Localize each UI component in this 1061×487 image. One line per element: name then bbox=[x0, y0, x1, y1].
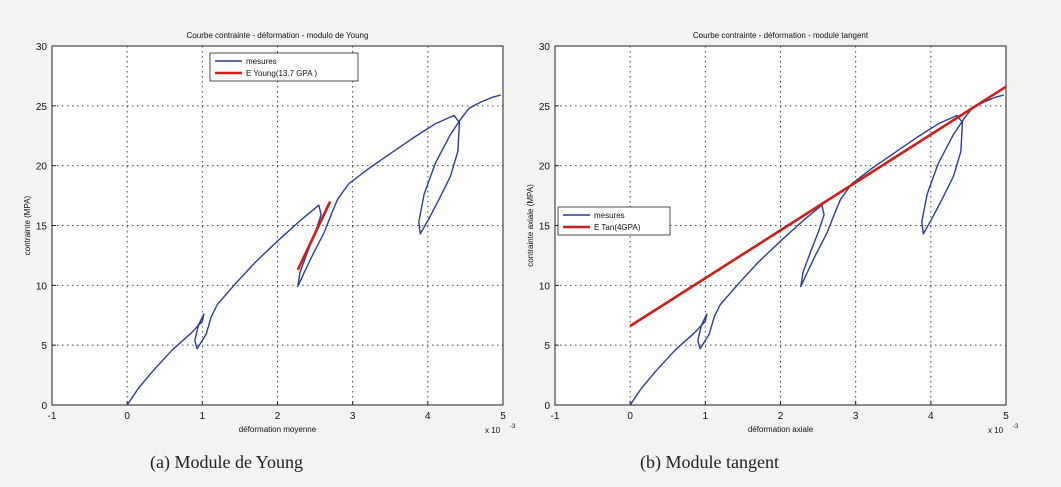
y-tick-label: 25 bbox=[539, 102, 551, 113]
y-axis-label: contrainte axiale (MPA) bbox=[526, 184, 535, 267]
x-multiplier-exponent: -3 bbox=[1013, 424, 1019, 430]
y-tick-label: 0 bbox=[544, 401, 550, 412]
legend-label: E Tan(4GPA) bbox=[594, 223, 641, 232]
x-tick-label: 4 bbox=[928, 411, 934, 422]
y-tick-label: 5 bbox=[41, 341, 47, 352]
y-tick-label: 0 bbox=[41, 401, 47, 412]
y-tick-label: 10 bbox=[36, 281, 48, 292]
x-tick-label: 3 bbox=[350, 411, 356, 422]
caption-young: (a) Module de Young bbox=[150, 452, 303, 472]
chart-panel-young: -1 0 1 2 3 4 5 0 5 10 15 20 25 30 Courbe contrainte - … bbox=[0, 0, 530, 487]
chart-title: Courbe contrainte - déformation - module… bbox=[693, 31, 869, 40]
x-axis-label: déformation axiale bbox=[748, 425, 814, 434]
x-axis-label: déformation moyenne bbox=[239, 425, 317, 434]
x-tick-label: 4 bbox=[425, 411, 431, 422]
x-tick-label: 2 bbox=[778, 411, 784, 422]
x-tick-label: 0 bbox=[627, 411, 633, 422]
x-tick-label: 0 bbox=[124, 411, 130, 422]
y-axis-label: contrainte (MPA) bbox=[23, 195, 32, 255]
x-tick-label: 5 bbox=[1003, 411, 1009, 422]
legend: mesures E Young(13.7 GPA ) bbox=[209, 52, 359, 82]
y-tick-label: 15 bbox=[36, 222, 48, 233]
y-tick-label: 30 bbox=[36, 42, 48, 53]
x-tick-label: 5 bbox=[500, 411, 506, 422]
legend-label: E Young(13.7 GPA ) bbox=[246, 69, 317, 78]
y-tick-label: 20 bbox=[539, 162, 551, 173]
chart-panel-tangent: -1 0 1 2 3 4 5 0 5 10 15 20 25 30 Courbe contrainte - … bbox=[500, 0, 1061, 487]
x-tick-label: 3 bbox=[853, 411, 859, 422]
series-line-mesures bbox=[629, 94, 1004, 406]
y-tick-label: 25 bbox=[36, 102, 48, 113]
legend-label: mesures bbox=[246, 57, 277, 66]
legend: mesures E Tan(4GPA) bbox=[557, 206, 671, 236]
x-tick-label: 1 bbox=[200, 411, 206, 422]
series-line-fit bbox=[296, 201, 332, 271]
series-line-mesures bbox=[126, 94, 501, 406]
x-multiplier-label: x 10 bbox=[485, 426, 501, 435]
y-tick-label: 15 bbox=[539, 222, 551, 233]
x-tick-label: 1 bbox=[703, 411, 709, 422]
x-tick-label: -1 bbox=[48, 411, 57, 422]
y-tick-label: 20 bbox=[36, 162, 48, 173]
x-tick-label: -1 bbox=[551, 411, 560, 422]
legend-box bbox=[557, 206, 671, 236]
x-multiplier-label: x 10 bbox=[988, 426, 1004, 435]
chart-title: Courbe contrainte - déformation - modulo… bbox=[187, 31, 369, 40]
legend-label: mesures bbox=[594, 211, 625, 220]
y-tick-label: 30 bbox=[539, 42, 551, 53]
legend-box bbox=[209, 52, 359, 82]
series-line-fit bbox=[629, 85, 1007, 328]
y-tick-label: 10 bbox=[539, 281, 551, 292]
x-multiplier-exponent: -3 bbox=[510, 424, 516, 430]
x-tick-label: 2 bbox=[275, 411, 281, 422]
y-tick-label: 5 bbox=[544, 341, 550, 352]
caption-tangent: (b) Module tangent bbox=[640, 452, 779, 472]
